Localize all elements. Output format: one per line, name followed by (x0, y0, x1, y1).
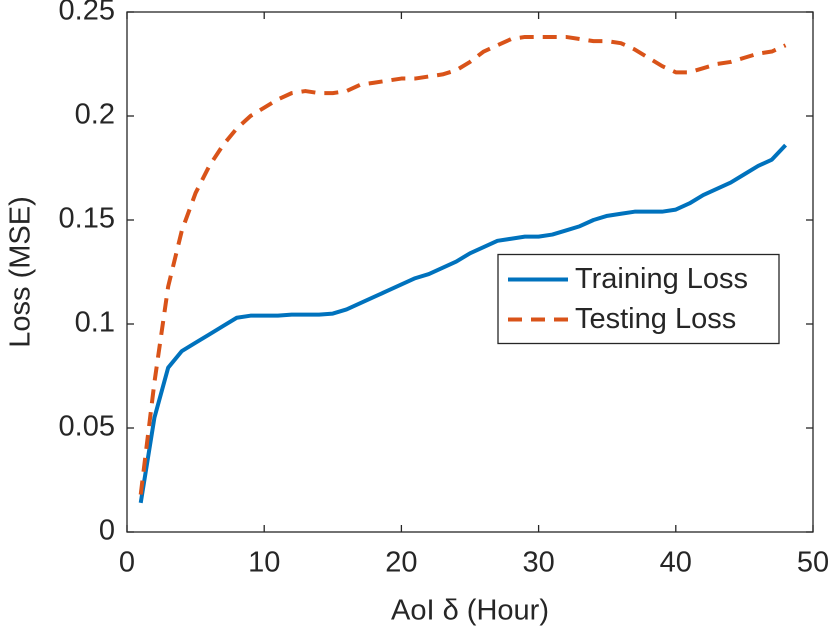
plot-frame (126, 11, 814, 533)
x-tick-label: 50 (797, 547, 829, 579)
y-axis-label: Loss (MSE) (5, 196, 37, 347)
y-tick-label: 0.25 (59, 0, 115, 27)
y-tick-label: 0.05 (59, 411, 115, 443)
legend-box (497, 253, 780, 345)
y-tick-label: 0.2 (75, 99, 115, 131)
line-series (138, 143, 788, 504)
line-series (138, 34, 787, 495)
legend-label: Training Loss (575, 263, 748, 295)
legend-label: Testing Loss (575, 303, 736, 335)
x-axis-label: AoI δ (Hour) (391, 595, 549, 627)
x-tick-label: 10 (248, 547, 280, 579)
y-tick-label: 0 (99, 515, 115, 547)
y-tick-label: 0.1 (75, 307, 115, 339)
y-tick-label: 0.15 (59, 203, 115, 235)
x-tick-label: 20 (385, 547, 417, 579)
x-tick-label: 30 (522, 547, 554, 579)
x-tick-label: 0 (119, 547, 135, 579)
x-tick-label: 40 (660, 547, 692, 579)
